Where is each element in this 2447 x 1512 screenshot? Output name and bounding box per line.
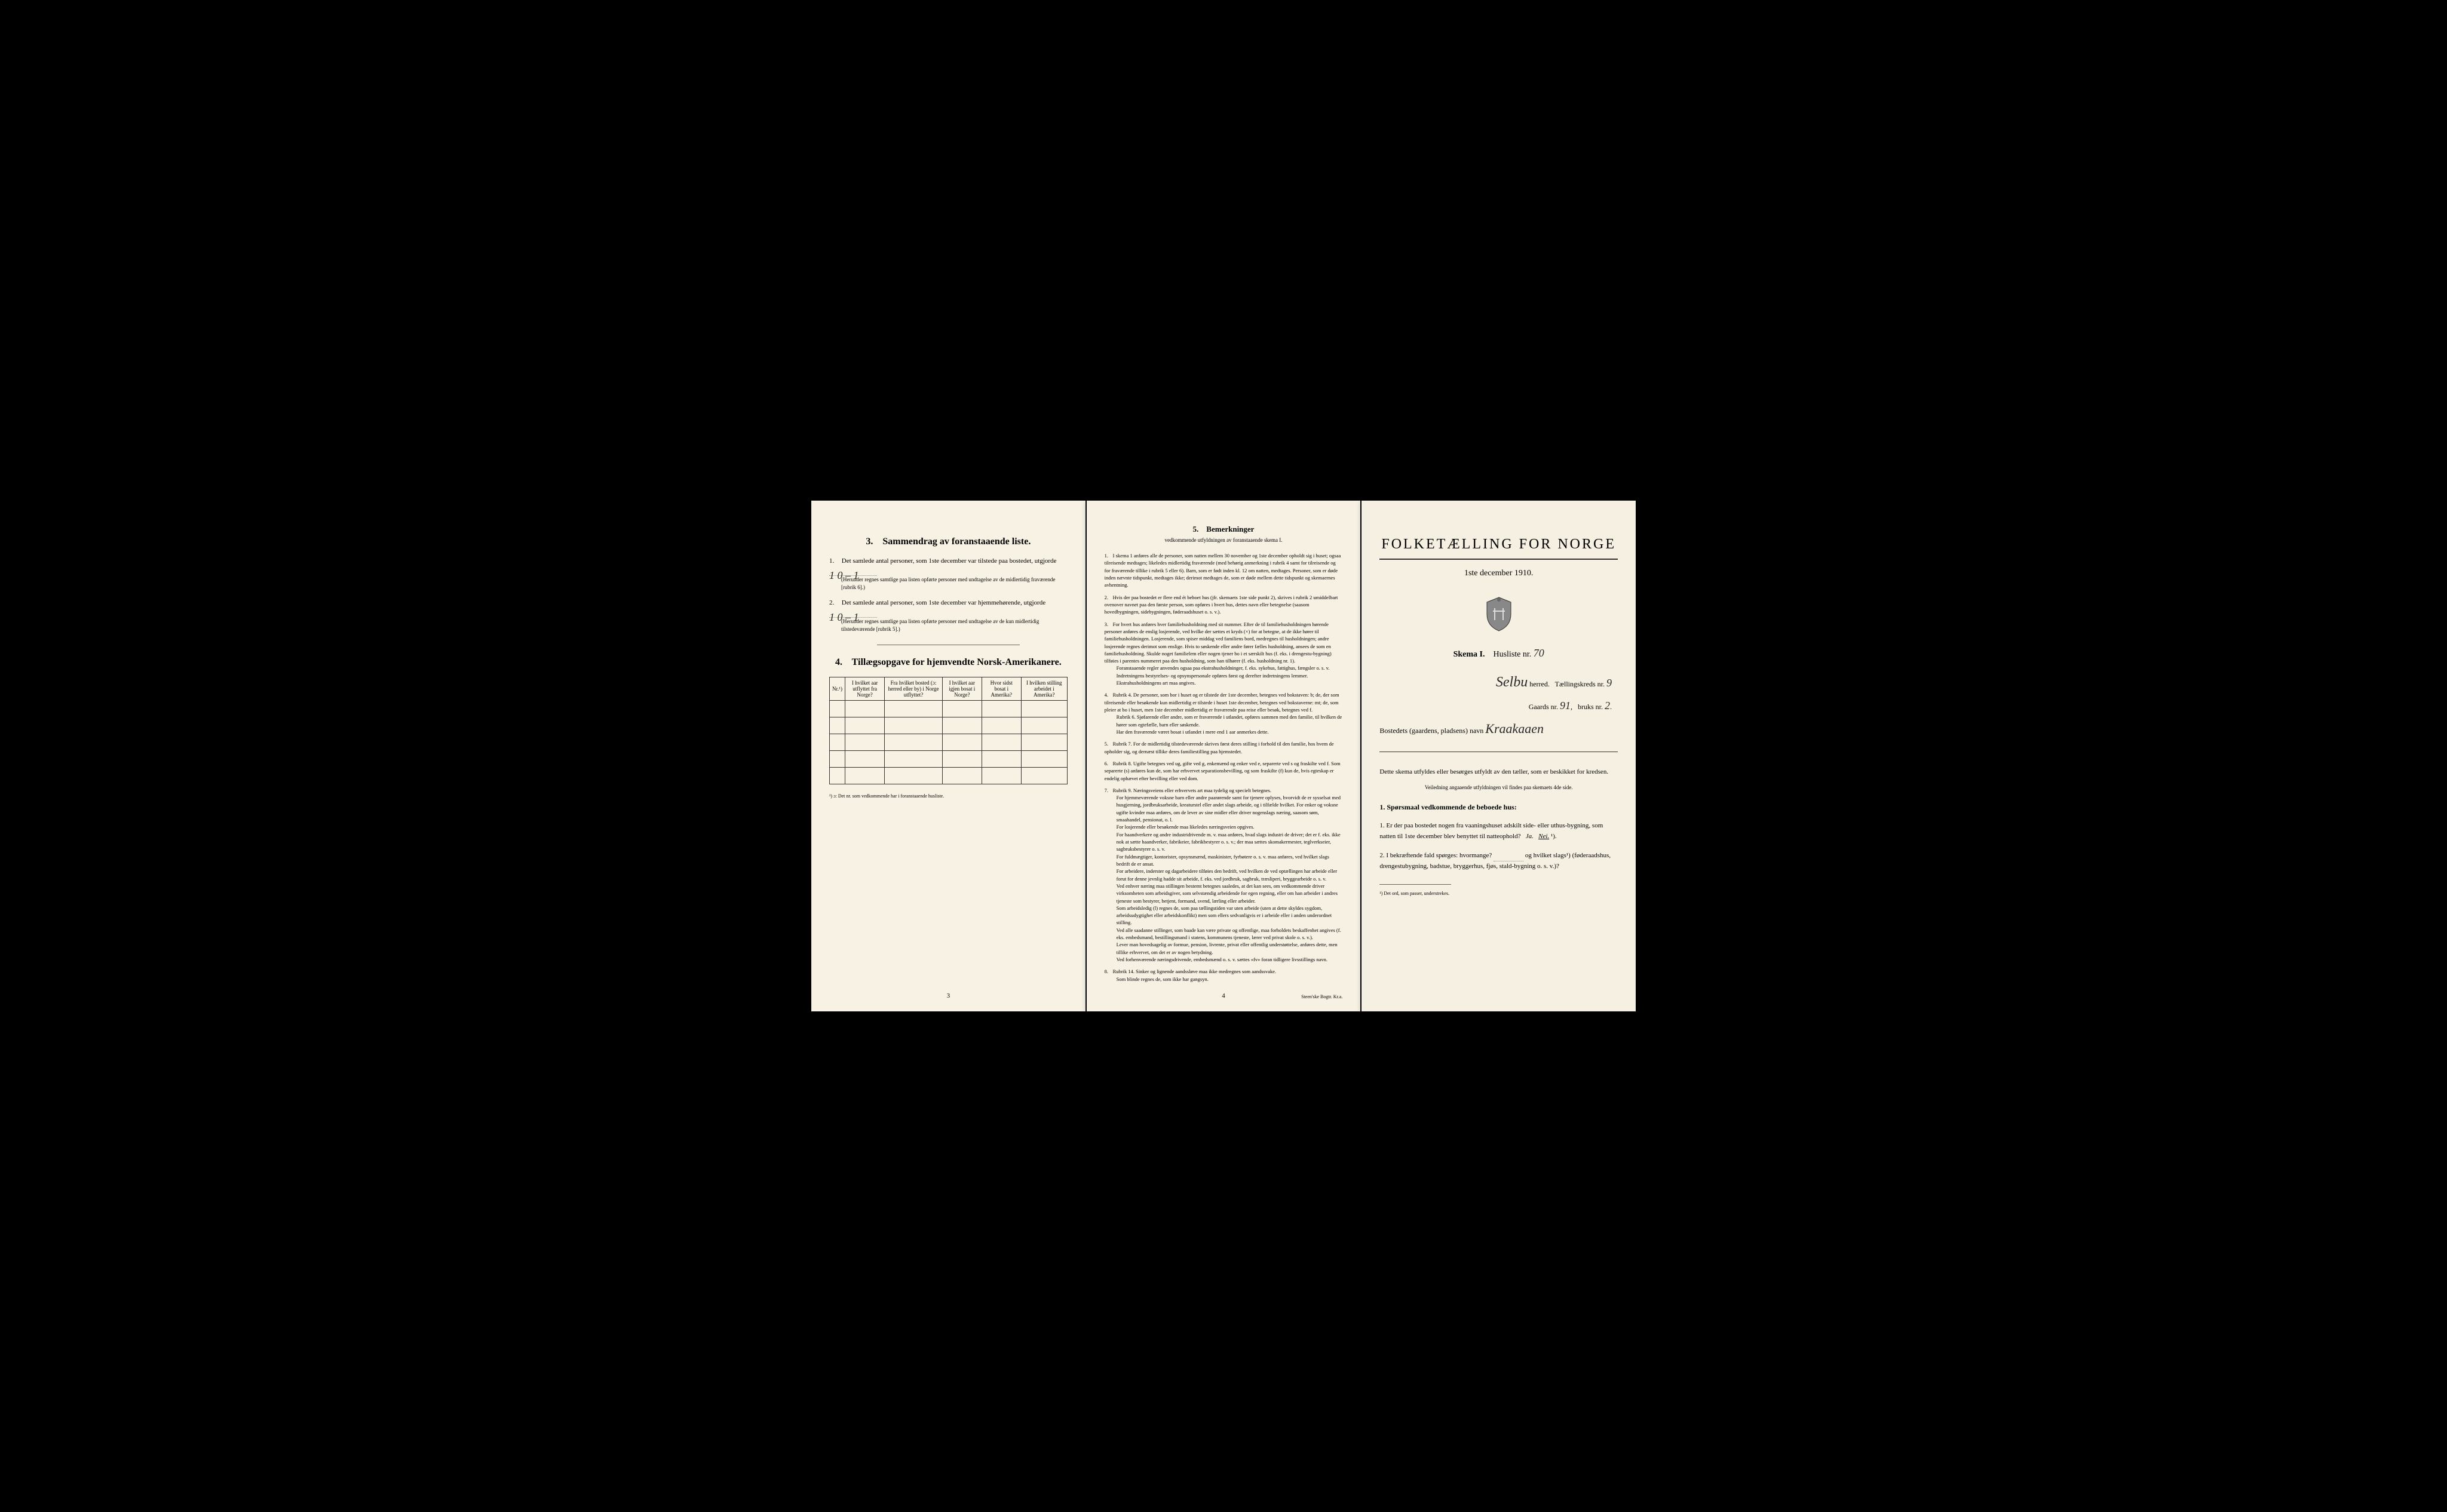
table-header-row: Nr.¹) I hvilket aar utflyttet fra Norge?… [830, 677, 1068, 701]
page-right: FOLKETÆLLING FOR NORGE 1ste december 191… [1362, 501, 1636, 1011]
section5-number: 5. [1193, 525, 1199, 533]
th-1: I hvilket aar utflyttet fra Norge? [845, 677, 884, 701]
item1-text: Det samlede antal personer, som 1ste dec… [842, 557, 1057, 565]
q1-text: Er der paa bostedet nogen fra vaaningshu… [1379, 822, 1603, 840]
remark-1: 1.I skema 1 anføres alle de personer, so… [1105, 552, 1343, 589]
q1-foot: ¹). [1551, 833, 1557, 840]
bosted-value: Kraakaaen [1485, 721, 1544, 736]
section3-title: Sammendrag av foranstaaende liste. [882, 536, 1031, 547]
section3-heading: 3. Sammendrag av foranstaaende liste. [829, 536, 1068, 547]
section5-heading: 5. Bemerkninger [1105, 525, 1343, 534]
schema-label: Skema I. [1454, 650, 1485, 659]
herred-row: Selbu herred. Tællingskreds nr. 9 [1379, 674, 1618, 691]
gaards-value: 91 [1560, 700, 1571, 711]
page-left: 3. Sammendrag av foranstaaende liste. 1.… [811, 501, 1085, 1011]
item2-text: Det samlede antal personer, som 1ste dec… [842, 599, 1045, 606]
schema-line: Skema I. Husliste nr. 70 [1379, 647, 1618, 660]
remarks-list: 1.I skema 1 anføres alle de personer, so… [1105, 552, 1343, 983]
question-2: 2. I bekræftende fald spørges: hvormange… [1379, 851, 1618, 872]
bruks-label: bruks nr. [1578, 703, 1603, 711]
q1-nei: Nei. [1538, 833, 1549, 840]
document-container: 3. Sammendrag av foranstaaende liste. 1.… [811, 501, 1636, 1011]
taellingskreds-label: Tællingskreds nr. [1555, 680, 1605, 688]
herred-value: Selbu [1496, 674, 1528, 690]
coat-of-arms-icon [1484, 596, 1514, 632]
table-row [830, 751, 1068, 768]
husliste-label: Husliste nr. [1493, 650, 1531, 659]
page-middle: 5. Bemerkninger vedkommende utfyldningen… [1087, 501, 1361, 1011]
main-title: FOLKETÆLLING FOR NORGE [1379, 536, 1618, 553]
remark-4: 4.Rubrik 4. De personer, som bor i huset… [1105, 691, 1343, 735]
table-row [830, 734, 1068, 751]
remark-7: 7.Rubrik 9. Næringsveiens eller erhverve… [1105, 787, 1343, 964]
title-rule [1379, 559, 1618, 560]
remark-5: 5.Rubrik 7. For de midlertidig tilstedev… [1105, 740, 1343, 755]
gaards-row: Gaards nr. 91, bruks nr. 2. [1379, 700, 1618, 712]
th-0: Nr.¹) [830, 677, 845, 701]
printer-mark: Steen'ske Bogtr. Kr.a. [1301, 994, 1342, 999]
section4-title: Tillægsopgave for hjemvendte Norsk-Ameri… [852, 657, 1062, 667]
th-5: I hvilken stilling arbeidet i Amerika? [1021, 677, 1067, 701]
bosted-row: Bostedets (gaardens, pladsens) navn Kraa… [1379, 721, 1618, 737]
remark-8: 8.Rubrik 14. Sinker og lignende aandsslø… [1105, 968, 1343, 983]
remark-6: 6.Rubrik 8. Ugifte betegnes ved ug, gift… [1105, 760, 1343, 782]
table-row [830, 717, 1068, 734]
instruction-sub: Veiledning angaaende utfyldningen vil fi… [1379, 784, 1618, 792]
item1-num: 1. [829, 556, 840, 566]
section4-footnote: ¹) ɔ: Det nr. som vedkommende har i fora… [829, 793, 1068, 799]
question-1: 1. Er der paa bostedet nogen fra vaaning… [1379, 821, 1618, 842]
section4-number: 4. [835, 657, 842, 667]
amerikanere-table: Nr.¹) I hvilket aar utflyttet fra Norge?… [829, 677, 1068, 784]
bruks-value: 2 [1605, 700, 1610, 711]
item1-note: (Herunder regnes samtlige paa listen opf… [841, 576, 1068, 591]
item2-note: (Herunder regnes samtlige paa listen opf… [841, 618, 1068, 633]
gaards-label: Gaards nr. [1529, 703, 1558, 711]
q2-num: 2. [1379, 852, 1384, 859]
questions-header: 1. Spørsmaal vedkommende de beboede hus: [1379, 803, 1618, 812]
th-3: I hvilket aar igjen bosat i Norge? [942, 677, 982, 701]
q1-num: 1. [1379, 822, 1384, 829]
herred-label: herred. [1529, 680, 1550, 688]
page-number-middle: 4 [1222, 992, 1225, 999]
q2-text: I bekræftende fald spørges: hvormange? [1386, 852, 1492, 859]
right-footnote: ¹) Det ord, som passer, understrekes. [1379, 891, 1618, 896]
th-2: Fra hvilket bosted (ɔ: herred eller by) … [885, 677, 943, 701]
q1-ja: Ja. [1526, 833, 1534, 840]
husliste-value: 70 [1534, 647, 1544, 659]
item2-num: 2. [829, 598, 840, 608]
subtitle: 1ste december 1910. [1379, 569, 1618, 578]
section3-number: 3. [866, 536, 873, 547]
instruction: Dette skema utfyldes eller besørges utfy… [1379, 767, 1618, 778]
section3-item1: 1. Det samlede antal personer, som 1ste … [829, 556, 1068, 591]
taellingskreds-value: 9 [1606, 677, 1612, 689]
section3-item2: 2. Det samlede antal personer, som 1ste … [829, 598, 1068, 633]
page-number-left: 3 [947, 992, 950, 999]
remark-2: 2.Hvis der paa bostedet er flere end ét … [1105, 594, 1343, 616]
q2-fill [1494, 853, 1523, 861]
item1-fill: 1 0 – 1 [829, 568, 877, 576]
table-row [830, 768, 1068, 784]
remark-3: 3.For hvert hus anføres hver familiehush… [1105, 621, 1343, 687]
bosted-label: Bostedets (gaardens, pladsens) navn [1379, 726, 1483, 735]
section5-title: Bemerkninger [1206, 525, 1254, 533]
th-4: Hvor sidst bosat i Amerika? [982, 677, 1021, 701]
section4-heading: 4. Tillægsopgave for hjemvendte Norsk-Am… [829, 657, 1068, 668]
section5-subtitle: vedkommende utfyldningen av foranstaaend… [1105, 537, 1343, 543]
footnote-rule [1379, 884, 1451, 885]
table-row [830, 701, 1068, 717]
item2-fill: 1 0 – 1 [829, 609, 877, 618]
